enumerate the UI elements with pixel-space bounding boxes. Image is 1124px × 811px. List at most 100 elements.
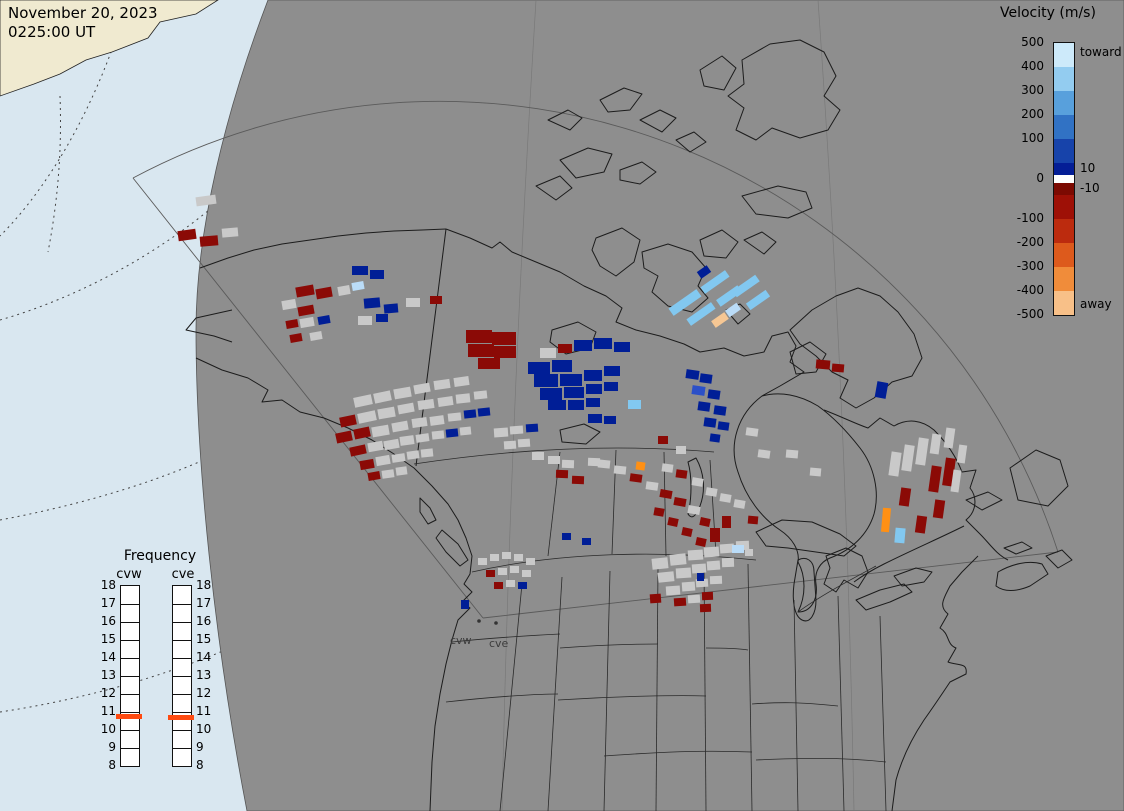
freq-tick-label: 8 bbox=[108, 758, 116, 772]
velocity-ticks-left: 500 400 300 200 100 0 -100 -200 -300 -400 -500 bbox=[1002, 35, 1048, 321]
scatter-cell bbox=[397, 402, 415, 415]
freq-bar-cell bbox=[173, 586, 191, 604]
scatter-cell bbox=[552, 360, 572, 372]
scatter-cell bbox=[713, 405, 727, 416]
scatter-layer bbox=[177, 194, 968, 613]
scatter-cell bbox=[502, 552, 511, 559]
velocity-tick-label: -100 bbox=[1016, 211, 1044, 225]
velocity-tick-label: -200 bbox=[1016, 235, 1044, 249]
scatter-cell bbox=[494, 346, 516, 358]
scatter-cell bbox=[901, 444, 915, 472]
scatter-cell bbox=[703, 417, 717, 428]
freq-ticks-right: 18 17 16 15 14 13 12 11 10 9 8 bbox=[196, 578, 224, 775]
scatter-cell bbox=[297, 304, 315, 317]
freq-tick-label: 10 bbox=[196, 722, 212, 736]
freq-tick-label: 11 bbox=[100, 704, 116, 718]
scatter-cell bbox=[534, 374, 558, 387]
scatter-cell bbox=[375, 454, 391, 467]
scatter-cell bbox=[658, 436, 668, 444]
scatter-cell bbox=[574, 340, 592, 351]
freq-tick-label: 18 bbox=[196, 578, 212, 592]
scatter-cell bbox=[461, 600, 469, 609]
scatter-cell bbox=[586, 398, 600, 407]
scatter-cell bbox=[315, 286, 333, 300]
scatter-cell bbox=[706, 560, 721, 571]
velocity-tick-label: -400 bbox=[1016, 283, 1044, 297]
scatter-cell bbox=[733, 499, 746, 509]
scatter-cell bbox=[943, 427, 956, 449]
scatter-cell bbox=[703, 546, 720, 558]
freq-bar-cell bbox=[121, 622, 139, 640]
scatter-cell bbox=[719, 543, 735, 554]
frequency-bar-cvw bbox=[120, 585, 140, 767]
freq-bar-cell bbox=[173, 730, 191, 748]
freq-bar-cell bbox=[173, 622, 191, 640]
scatter-cell bbox=[700, 270, 730, 294]
scatter-cell bbox=[695, 537, 707, 547]
velocity-color-segment bbox=[1054, 43, 1074, 67]
freq-bar-cell bbox=[173, 712, 191, 730]
scatter-cell bbox=[514, 554, 523, 561]
scatter-cell bbox=[317, 315, 331, 325]
scatter-cell bbox=[710, 528, 720, 542]
scatter-cell bbox=[509, 425, 524, 435]
scatter-cell bbox=[722, 516, 731, 528]
freq-tick-label: 13 bbox=[196, 668, 212, 682]
scatter-cell bbox=[681, 581, 696, 592]
scatter-cell bbox=[669, 553, 687, 566]
scatter-cell bbox=[635, 461, 646, 471]
scatter-cell bbox=[353, 394, 373, 408]
graticule-map bbox=[501, 0, 855, 811]
scatter-cell bbox=[665, 585, 681, 596]
scatter-cell bbox=[657, 571, 675, 583]
freq-bar-cell bbox=[173, 640, 191, 658]
scatter-cell bbox=[584, 370, 602, 381]
scatter-cell bbox=[691, 563, 707, 574]
scatter-cell bbox=[411, 416, 428, 429]
scatter-cell bbox=[745, 289, 771, 311]
velocity-tick-label: 200 bbox=[1021, 107, 1044, 121]
scatter-cell bbox=[295, 284, 315, 298]
scatter-cell bbox=[391, 453, 406, 463]
date-text: November 20, 2023 bbox=[8, 4, 158, 22]
freq-tick-label: 16 bbox=[196, 614, 212, 628]
scatter-cell bbox=[709, 575, 723, 585]
frequency-bar-cve bbox=[172, 585, 192, 767]
scatter-cell bbox=[691, 477, 704, 487]
freq-column-label-cve: cve bbox=[171, 567, 195, 582]
radar-site-label-cvw: cvw bbox=[450, 634, 472, 647]
freq-tick-label: 9 bbox=[108, 740, 116, 754]
freq-bar-cell bbox=[121, 658, 139, 676]
scatter-cell bbox=[351, 281, 365, 291]
freq-tick-label: 11 bbox=[196, 704, 212, 718]
scatter-cell bbox=[757, 449, 771, 459]
scatter-cell bbox=[195, 194, 217, 207]
scatter-cell bbox=[353, 426, 371, 440]
scatter-cell bbox=[221, 227, 239, 238]
scatter-cell bbox=[628, 400, 641, 409]
scatter-cell bbox=[540, 388, 562, 400]
freq-marker-cve bbox=[168, 715, 194, 720]
freq-bar-cell bbox=[121, 676, 139, 694]
velocity-tick-label: 0 bbox=[1036, 171, 1044, 185]
scatter-cell bbox=[582, 538, 591, 545]
scatter-cell bbox=[453, 375, 470, 388]
scatter-cell bbox=[357, 410, 377, 424]
velocity-color-segment bbox=[1054, 115, 1074, 139]
scatter-cell bbox=[525, 423, 539, 433]
freq-bar-cell bbox=[121, 604, 139, 622]
scatter-cell bbox=[709, 433, 721, 443]
scatter-cell bbox=[370, 270, 384, 279]
scatter-cell bbox=[894, 527, 906, 544]
scatter-cell bbox=[376, 314, 388, 322]
scatter-cell bbox=[285, 319, 299, 329]
timestamp: November 20, 2023 0225:00 UT bbox=[8, 4, 158, 42]
velocity-color-segment bbox=[1054, 175, 1074, 183]
scatter-cell bbox=[696, 265, 712, 279]
scatter-cell bbox=[629, 473, 643, 483]
scatter-cell bbox=[888, 451, 902, 477]
scatter-cell bbox=[309, 331, 323, 341]
freq-tick-label: 16 bbox=[100, 614, 116, 628]
velocity-color-segment bbox=[1054, 67, 1074, 91]
scatter-cell bbox=[490, 554, 499, 561]
